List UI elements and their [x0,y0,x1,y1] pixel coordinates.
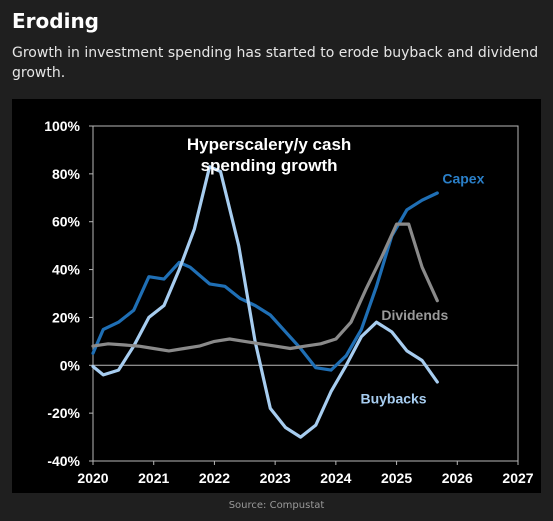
y-tick-label: 40% [52,262,81,278]
page-subtitle: Growth in investment spending has starte… [12,45,539,81]
chart-title-line: spending growth [201,156,338,175]
x-tick-label: 2023 [260,470,291,486]
series-line-dividends [91,222,439,353]
x-tick-label: 2025 [381,470,412,486]
x-tick-label: 2026 [442,470,473,486]
series-line-capex [91,191,439,372]
x-tick-label: 2020 [77,470,108,486]
y-tick-label: 20% [52,309,81,325]
series-label-dividends: Dividends [381,307,448,323]
y-tick-label: -20% [47,405,80,421]
line-chart: -40% -20% 0% 20% 40% 60% 80% 100% 2020 2021 2022 20… [44,118,534,486]
x-tick-label: 2024 [320,470,351,486]
source-note: Source: Compustat [228,500,325,511]
series-label-buybacks: Buybacks [360,391,426,407]
page-title: Eroding [12,9,99,33]
y-tick-label: 80% [52,166,81,182]
series-line-buybacks [91,165,439,439]
chart-title-line: Hyperscalery/y cash [187,135,351,154]
y-tick-label: 0% [60,357,81,373]
plot-frame [92,125,519,462]
y-tick-label: 100% [44,118,80,134]
x-tick-label: 2027 [502,470,533,486]
y-tick-label: -40% [47,453,80,469]
x-tick-label: 2021 [138,470,169,486]
chart-panel: -40% -20% 0% 20% 40% 60% 80% 100% 2020 2021 2022 20… [12,99,541,493]
series-label-capex: Capex [442,170,484,186]
x-tick-label: 2022 [199,470,230,486]
y-tick-label: 60% [52,214,81,230]
